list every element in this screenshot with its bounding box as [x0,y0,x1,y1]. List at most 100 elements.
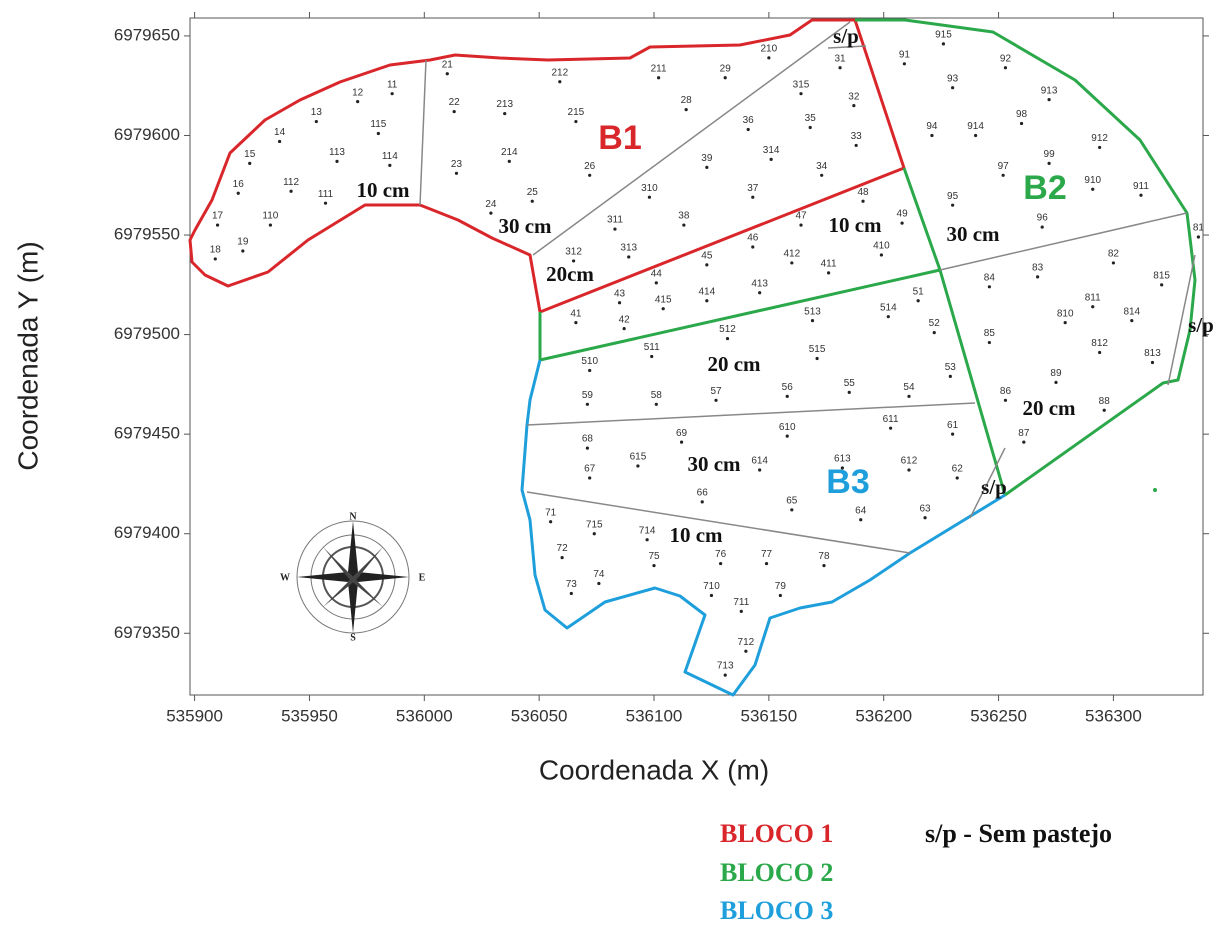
sample-point [799,223,803,227]
point-label: 410 [873,241,890,252]
point-label: 34 [816,161,828,172]
point-label: 411 [821,259,837,270]
point-label: 42 [619,314,631,325]
sample-point [1130,319,1134,323]
sample-point [627,255,631,259]
point-label: 58 [651,390,663,401]
point-label: 44 [651,268,663,279]
x-tick-label: 536300 [1085,706,1142,725]
point-label: 46 [747,233,759,244]
sample-point [654,402,658,406]
compass-point [353,572,409,582]
x-tick-label: 536150 [740,706,797,725]
sample-point [597,581,601,586]
sample-point [574,119,578,124]
sample-point [241,249,245,253]
sample-point [1139,193,1143,197]
compass-point [348,577,358,633]
sample-point [445,72,449,76]
sample-point [916,299,920,303]
sample-point [886,315,890,319]
point-label: 87 [1018,428,1030,439]
sample-point [705,263,709,267]
x-tick-label: 536200 [855,706,912,725]
sample-point [889,426,893,430]
sample-point [682,223,686,227]
sample-point [700,500,704,504]
sample-point [452,109,456,114]
point-label: 54 [903,382,915,393]
sample-point [574,321,578,325]
sp-label: s/p [1188,313,1214,337]
point-label: 110 [262,211,278,222]
sample-point [236,191,240,195]
zone-label: 30 cm [498,214,552,238]
point-label: 514 [880,302,897,313]
zone-label: 20cm [546,262,594,286]
plot-frame [189,17,1204,696]
x-tick-label: 536100 [626,706,683,725]
point-label: 112 [283,177,299,188]
sample-point [1047,98,1051,102]
point-label: 811 [1085,292,1101,303]
point-label: 911 [1133,181,1149,192]
sample-point [684,107,688,112]
x-tick-label: 536050 [511,706,568,725]
sample-point [1091,305,1095,309]
sample-point [932,331,936,335]
sample-point [1102,408,1106,412]
sample-point [1063,321,1067,325]
compass-label: S [350,632,356,643]
division [1167,254,1196,386]
point-label: 212 [551,67,568,78]
point-label: 23 [451,159,463,170]
legend-note: s/p - Sem pastejo [925,819,1112,848]
y-tick-label: 6979550 [114,225,180,244]
sample-point [859,518,863,522]
sample-point [489,211,493,215]
sample-point [1150,360,1155,365]
zone-label: 10 cm [828,213,882,237]
sample-point [335,159,339,163]
block-label: B1 [598,119,641,157]
legend-label: BLOCO 1 [720,819,833,848]
point-label: 26 [584,161,596,172]
sample-point [808,125,812,130]
sample-point [973,133,978,138]
point-label: 19 [237,237,249,248]
sample-point [854,143,858,148]
sample-point [879,253,884,257]
zone-label: 30 cm [687,452,741,476]
point-label: 511 [644,342,660,353]
point-label: 29 [720,63,732,74]
point-label: 49 [897,209,909,220]
point-label: 41 [570,308,582,319]
point-label: 31 [835,53,847,64]
x-tick-label: 535950 [281,706,338,725]
sample-point [714,398,718,402]
point-label: 413 [751,278,768,289]
point-label: 613 [834,454,851,465]
sample-point [987,285,991,289]
y-tick-label: 6979400 [114,523,180,542]
point-label: 55 [844,378,856,389]
point-label: 51 [913,286,925,297]
point-label: 414 [698,286,715,297]
point-label: 38 [678,211,690,222]
sample-point [376,131,380,136]
point-label: 22 [449,97,461,108]
sample-point [709,593,714,598]
point-label: 213 [496,99,513,110]
sample-point [719,561,723,566]
point-label: 28 [681,95,693,106]
compass-label: E [419,572,426,583]
point-label: 314 [763,145,780,156]
point-label: 68 [582,434,594,445]
sp-label: s/p [981,475,1007,499]
sample-point [1196,235,1201,239]
point-label: 82 [1108,249,1120,260]
point-label: 715 [586,519,603,530]
point-label: 11 [387,79,398,90]
point-label: 210 [761,43,778,54]
point-label: 315 [793,79,810,90]
